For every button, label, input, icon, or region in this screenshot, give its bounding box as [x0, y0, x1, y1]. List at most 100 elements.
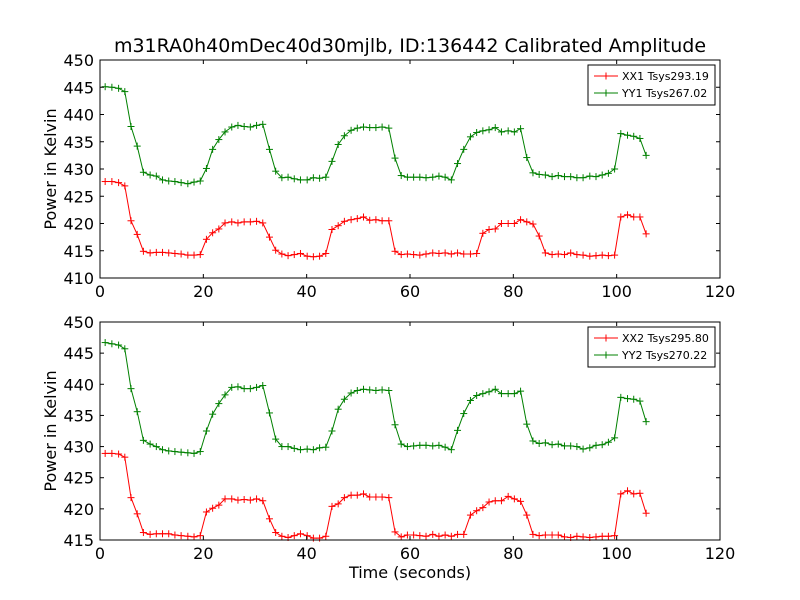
data-point	[177, 250, 185, 258]
data-point	[334, 222, 342, 230]
data-point	[209, 504, 217, 512]
data-point	[624, 131, 632, 139]
data-point	[228, 123, 236, 131]
data-point	[127, 122, 135, 130]
data-point	[152, 530, 160, 538]
data-point	[535, 232, 543, 240]
data-point	[246, 496, 254, 504]
data-point	[598, 441, 606, 449]
data-point	[592, 252, 600, 260]
data-point	[372, 387, 380, 395]
data-point	[460, 145, 468, 153]
data-point	[221, 495, 229, 503]
data-point	[259, 120, 267, 128]
data-point	[391, 154, 399, 162]
data-point	[567, 442, 575, 450]
data-point	[497, 128, 505, 136]
data-point	[485, 388, 493, 396]
data-point	[202, 164, 210, 172]
data-point	[159, 446, 167, 454]
data-point	[630, 132, 638, 140]
data-point	[290, 251, 298, 259]
data-point	[234, 219, 242, 227]
data-point	[611, 165, 619, 173]
data-point	[127, 494, 135, 502]
data-point	[523, 420, 531, 428]
data-point	[548, 173, 556, 181]
x-tick-label: 20	[193, 282, 213, 301]
y-tick-label: 445	[63, 78, 94, 97]
data-point	[165, 249, 173, 257]
data-point	[391, 247, 399, 255]
data-point	[360, 490, 367, 498]
data-point	[115, 450, 123, 458]
x-tick-label: 40	[296, 544, 316, 563]
data-point	[529, 530, 537, 538]
data-point	[139, 247, 147, 255]
y-tick-label: 410	[63, 269, 94, 288]
data-point	[473, 391, 481, 399]
data-point	[101, 178, 109, 186]
data-point	[636, 397, 644, 405]
data-point	[466, 133, 474, 141]
data-point	[598, 251, 606, 259]
y-tick-label: 440	[63, 106, 94, 125]
data-point	[171, 448, 179, 456]
data-point	[139, 529, 147, 537]
data-point	[202, 427, 210, 435]
data-point	[567, 249, 575, 257]
y-tick-label: 450	[63, 51, 94, 70]
data-point	[642, 151, 650, 159]
data-point	[554, 440, 562, 448]
data-point	[328, 225, 336, 233]
data-point	[447, 532, 455, 540]
x-tick-label: 80	[503, 282, 523, 301]
legend-entry: XX2 Tsys295.80	[594, 332, 709, 345]
data-point	[121, 345, 129, 353]
data-point	[485, 126, 493, 134]
data-point	[265, 145, 273, 153]
data-point	[115, 84, 123, 92]
data-point	[554, 531, 562, 539]
data-point	[296, 530, 304, 538]
data-point	[372, 216, 380, 224]
data-point	[479, 127, 487, 135]
data-point	[485, 498, 493, 506]
data-point	[517, 497, 525, 505]
data-point	[541, 249, 549, 257]
y-tick-label: 425	[63, 469, 94, 488]
data-point	[548, 441, 556, 449]
data-point	[604, 438, 612, 446]
data-point	[473, 507, 481, 515]
y-tick-label: 450	[63, 313, 94, 332]
data-point	[139, 168, 147, 176]
data-point	[617, 213, 625, 221]
data-point	[410, 251, 418, 259]
data-point	[598, 532, 606, 540]
data-point	[422, 441, 430, 449]
legend-label: YY2 Tsys270.22	[621, 349, 707, 362]
x-tick-label: 100	[601, 282, 632, 301]
data-point	[360, 213, 367, 221]
data-point	[265, 409, 273, 417]
data-point	[435, 441, 443, 449]
data-point	[127, 385, 135, 393]
x-tick-label: 40	[296, 282, 316, 301]
data-point	[611, 434, 619, 442]
data-point	[447, 446, 455, 454]
data-point	[228, 495, 236, 503]
data-point	[416, 532, 424, 540]
data-point	[353, 491, 361, 499]
y-tick-label: 420	[63, 500, 94, 519]
data-point	[504, 492, 512, 500]
data-point	[630, 213, 638, 221]
data-point	[541, 439, 549, 447]
legend: XX1 Tsys293.19 YY1 Tsys267.02	[587, 64, 716, 106]
data-point	[466, 511, 474, 519]
data-point	[196, 177, 204, 185]
data-point	[316, 252, 324, 260]
data-point	[366, 386, 374, 394]
data-point	[177, 448, 185, 456]
data-point	[517, 125, 525, 133]
data-point	[234, 383, 242, 391]
